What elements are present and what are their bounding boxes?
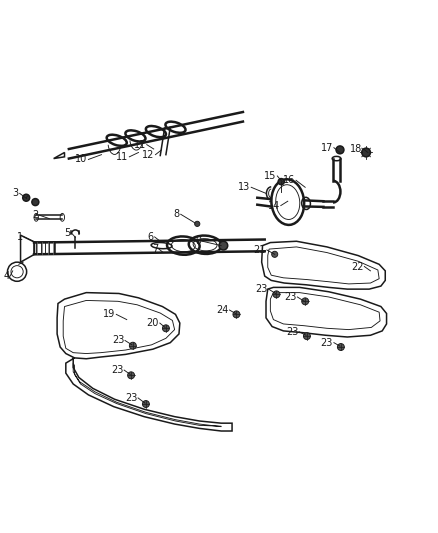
- Text: 17: 17: [321, 143, 333, 152]
- Circle shape: [233, 311, 240, 318]
- Circle shape: [23, 194, 30, 201]
- Text: 7: 7: [152, 244, 158, 254]
- Text: 3: 3: [13, 188, 19, 198]
- Text: 20: 20: [147, 318, 159, 328]
- Circle shape: [127, 372, 134, 379]
- Text: 24: 24: [216, 305, 229, 315]
- Circle shape: [272, 251, 278, 257]
- Text: 23: 23: [125, 393, 137, 403]
- Text: 9: 9: [195, 236, 201, 246]
- Text: 16: 16: [283, 175, 295, 185]
- Text: 23: 23: [255, 284, 268, 294]
- Text: 8: 8: [174, 209, 180, 219]
- Circle shape: [142, 400, 149, 408]
- Text: 10: 10: [75, 155, 88, 165]
- Circle shape: [194, 221, 200, 227]
- Text: 19: 19: [103, 309, 116, 319]
- Text: 23: 23: [286, 327, 298, 337]
- Circle shape: [304, 333, 311, 340]
- Circle shape: [362, 148, 371, 157]
- Text: 18: 18: [350, 144, 363, 154]
- Text: 11: 11: [134, 140, 146, 150]
- Text: 6: 6: [148, 232, 154, 242]
- Circle shape: [302, 298, 309, 305]
- Circle shape: [219, 241, 228, 250]
- Text: 12: 12: [142, 150, 155, 160]
- Text: 13: 13: [238, 182, 251, 192]
- Circle shape: [273, 291, 280, 298]
- Circle shape: [32, 199, 39, 206]
- Circle shape: [162, 325, 170, 332]
- Text: 5: 5: [64, 228, 70, 238]
- Text: 22: 22: [351, 262, 364, 271]
- Text: 21: 21: [254, 245, 266, 255]
- Circle shape: [278, 179, 284, 184]
- Text: 23: 23: [112, 335, 124, 345]
- Text: 23: 23: [111, 365, 123, 375]
- Circle shape: [337, 344, 344, 351]
- Text: 2: 2: [32, 210, 39, 220]
- Text: 23: 23: [284, 292, 297, 302]
- Circle shape: [336, 146, 344, 154]
- Text: 14: 14: [268, 200, 280, 211]
- Text: 15: 15: [264, 171, 276, 181]
- Text: 1: 1: [17, 232, 23, 242]
- Circle shape: [129, 342, 136, 349]
- Text: 11: 11: [116, 152, 128, 162]
- Text: 23: 23: [321, 338, 333, 348]
- Text: 4: 4: [3, 271, 9, 281]
